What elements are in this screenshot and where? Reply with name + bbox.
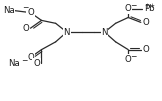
Text: O: O — [22, 24, 29, 33]
Text: O: O — [125, 4, 132, 13]
Text: N: N — [101, 28, 108, 37]
Text: O: O — [27, 53, 34, 62]
Text: −: − — [130, 52, 136, 61]
Text: Na: Na — [8, 59, 19, 68]
Text: −: − — [21, 56, 27, 65]
Text: O: O — [125, 55, 132, 64]
Text: O: O — [142, 45, 149, 54]
Text: Na: Na — [3, 6, 15, 15]
Text: O: O — [27, 8, 34, 17]
Text: −: − — [130, 1, 136, 10]
Text: −: − — [23, 3, 29, 12]
Text: N: N — [64, 28, 70, 37]
Text: ++: ++ — [145, 3, 156, 9]
Text: Pb: Pb — [144, 4, 155, 13]
Text: O: O — [33, 59, 40, 68]
Text: O: O — [142, 18, 149, 27]
